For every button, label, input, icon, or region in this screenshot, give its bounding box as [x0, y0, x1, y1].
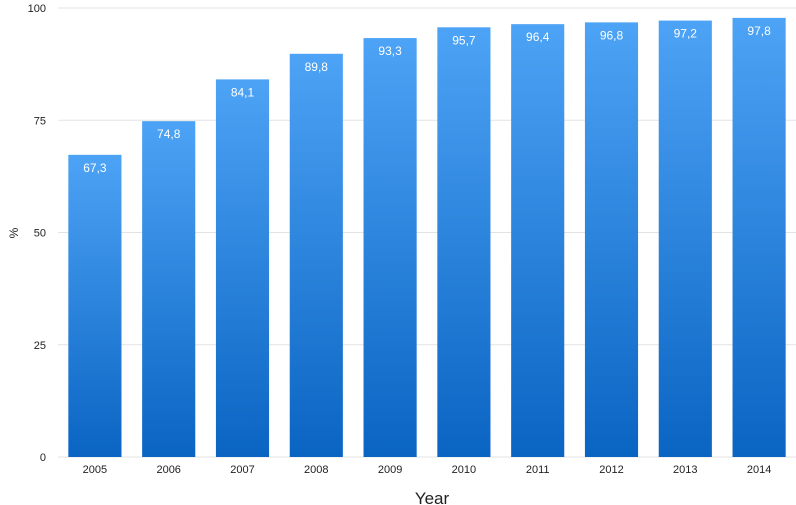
data-label-2009: 93,3 [378, 44, 402, 58]
bar-2014 [732, 17, 786, 458]
data-label-2013: 97,2 [674, 27, 698, 41]
data-label-2012: 96,8 [600, 28, 624, 42]
x-tick-label: 2009 [378, 464, 402, 476]
x-axis-ticks: 2005 2006 2007 2008 2009 2010 2011 2012 2013 2014 [83, 464, 772, 476]
data-label-2006: 74,8 [157, 127, 181, 141]
data-label-2007: 84,1 [231, 85, 255, 99]
bar-2005 [68, 154, 122, 457]
y-axis-title: % [7, 227, 21, 238]
x-tick-label: 2012 [599, 464, 623, 476]
x-tick-label: 2011 [526, 464, 550, 476]
bar-2013 [658, 20, 712, 458]
data-label-2010: 95,7 [452, 33, 476, 47]
y-axis-ticks: 0 25 50 75 100 [28, 3, 46, 464]
x-axis-title: Year [415, 489, 450, 505]
data-label-2008: 89,8 [305, 60, 329, 74]
bar-2009 [363, 38, 417, 457]
x-tick-label: 2005 [83, 464, 107, 476]
x-tick-label: 2007 [230, 464, 254, 476]
data-label-2014: 97,8 [747, 24, 771, 38]
x-tick-label: 2014 [747, 464, 771, 476]
x-tick-label: 2013 [673, 464, 697, 476]
x-tick-label: 2010 [452, 464, 476, 476]
data-label-2011: 96,4 [526, 30, 550, 44]
bar-2012 [584, 22, 639, 457]
y-tick-label: 25 [34, 340, 46, 352]
y-tick-label: 0 [40, 452, 46, 464]
bars [68, 17, 786, 458]
y-tick-label: 75 [34, 115, 46, 127]
data-labels: 67,3 74,8 84,1 89,8 93,3 95,7 96,4 96,8 97,2 97,8 [83, 24, 771, 175]
y-tick-label: 100 [28, 3, 46, 15]
data-label-2005: 67,3 [83, 161, 107, 175]
x-tick-label: 2008 [304, 464, 328, 476]
bar-2011 [511, 24, 565, 457]
bar-2008 [289, 53, 343, 457]
y-tick-label: 50 [34, 228, 46, 240]
x-tick-label: 2006 [156, 464, 180, 476]
bar-2006 [142, 121, 196, 457]
bar-2007 [215, 79, 270, 458]
bar-2010 [437, 27, 491, 457]
